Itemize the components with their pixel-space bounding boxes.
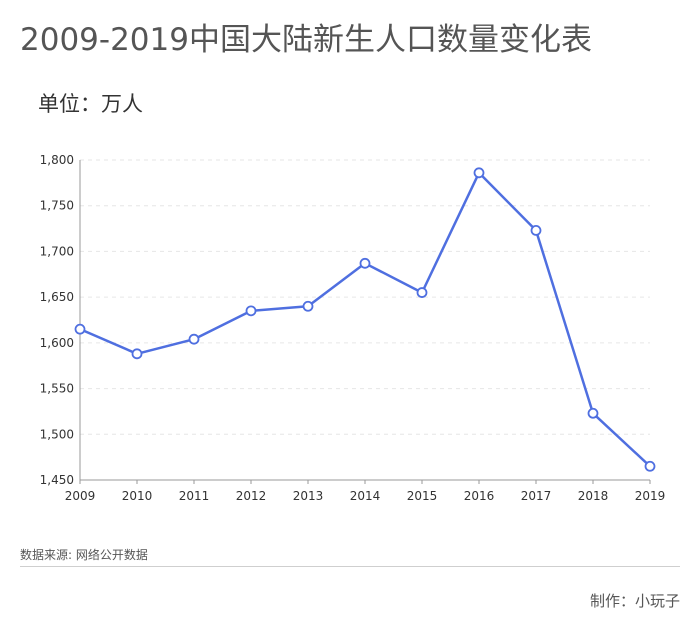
data-point: [530, 224, 542, 236]
data-point: [416, 287, 428, 298]
x-tick-label: 2018: [578, 489, 609, 503]
author-credit: 制作：小玩子: [589, 592, 680, 610]
data-point: [644, 460, 656, 472]
data-source: 数据来源: 网络公开数据: [20, 548, 148, 562]
y-tick-label: 1,750: [40, 199, 74, 213]
x-tick-label: 2019: [635, 489, 666, 503]
x-tick-label: 2017: [521, 489, 552, 503]
y-tick-label: 1,550: [40, 382, 74, 396]
unit-label: 单位：万人: [38, 92, 143, 116]
y-tick-label: 1,500: [40, 427, 74, 441]
y-tick-label: 1,650: [40, 290, 74, 304]
data-point: [302, 300, 314, 312]
series-layer: [74, 167, 656, 472]
line-chart: 1,450 1,500 1,550 1,600 1,650 1,700 1,750 1,800…: [40, 153, 666, 503]
x-tick-label: 2016: [464, 489, 495, 503]
x-tick-label: 2013: [293, 489, 324, 503]
data-point: [131, 348, 143, 360]
axis-layer: 1,450 1,500 1,550 1,600 1,650 1,700 1,750 1,800…: [40, 153, 666, 503]
x-tick-label: 2011: [179, 489, 210, 503]
y-tick-label: 1,600: [40, 336, 74, 350]
x-tick-label: 2012: [236, 489, 267, 503]
data-point: [473, 167, 485, 179]
chart-title: 2009-2019中国大陆新生人口数量变化表: [20, 22, 592, 58]
data-point: [359, 257, 371, 269]
x-tick-label: 2010: [122, 489, 153, 503]
x-tick-label: 2009: [65, 489, 96, 503]
data-point: [188, 333, 200, 345]
data-point: [74, 323, 86, 335]
data-point: [587, 407, 599, 419]
x-tick-label: 2014: [350, 489, 381, 503]
x-tick-label: 2015: [407, 489, 438, 503]
grid-layer: [80, 159, 650, 435]
data-point: [245, 305, 257, 317]
y-tick-label: 1,450: [40, 473, 74, 487]
y-tick-label: 1,800: [40, 153, 74, 167]
y-tick-label: 1,700: [40, 244, 74, 258]
footer-divider: [20, 566, 680, 567]
series-line: [78, 171, 652, 468]
